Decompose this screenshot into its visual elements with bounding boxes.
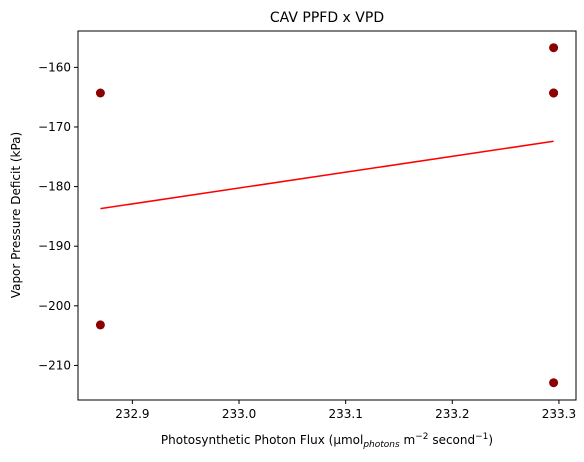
x-axis: 232.9 233.0 233.1 233.2 233.3 <box>115 400 576 421</box>
data-point <box>549 88 559 98</box>
x-axis-label-middle: m <box>400 433 416 447</box>
data-point <box>549 43 559 53</box>
x-tick-label: 233.1 <box>328 407 362 421</box>
y-tick-label: −200 <box>38 299 71 313</box>
x-axis-label-exp2: −1 <box>475 432 488 442</box>
x-axis-label-prefix: Photosynthetic Photon Flux (μmol <box>161 433 363 447</box>
x-axis-label-middle2: second <box>429 433 476 447</box>
data-point <box>549 378 559 388</box>
axes-frame <box>77 30 577 401</box>
regression-line <box>100 140 554 210</box>
x-axis-label-exp1: −2 <box>415 432 428 442</box>
x-tick-label: 232.9 <box>115 407 149 421</box>
y-axis: −160 −170 −180 −190 −200 −210 <box>38 60 78 372</box>
x-tick-label: 233.0 <box>222 407 256 421</box>
data-point <box>95 320 105 330</box>
y-tick-label: −180 <box>38 180 71 194</box>
x-tick-label: 233.3 <box>542 407 576 421</box>
y-tick-label: −170 <box>38 120 71 134</box>
y-tick-label: −210 <box>38 358 71 372</box>
x-axis-label: Photosynthetic Photon Flux (μmolphotons … <box>161 432 493 450</box>
y-axis-label: Vapor Pressure Deficit (kPa) <box>9 132 23 298</box>
data-point <box>95 88 105 98</box>
x-tick-label: 233.2 <box>435 407 469 421</box>
x-axis-label-subscript: photons <box>362 440 400 450</box>
y-tick-label: −190 <box>38 239 71 253</box>
x-axis-label-suffix: ) <box>488 433 493 447</box>
chart-title: CAV PPFD x VPD <box>270 10 384 26</box>
y-tick-label: −160 <box>38 60 71 74</box>
plot-area <box>95 43 559 388</box>
